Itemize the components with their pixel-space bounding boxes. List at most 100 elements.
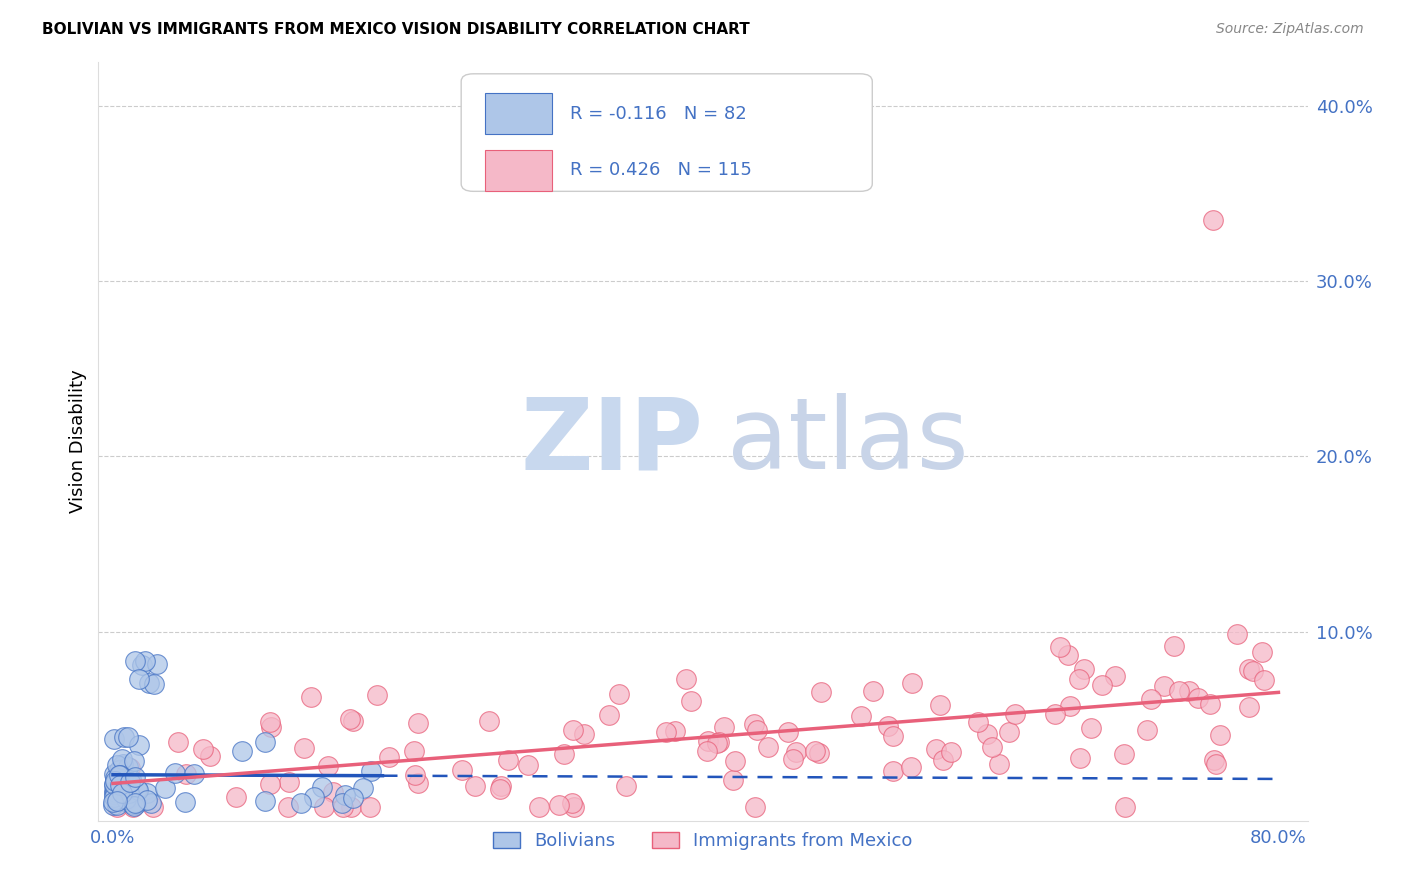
Point <box>1205 757 1227 772</box>
Point <box>564 799 586 814</box>
Point <box>406 776 429 790</box>
Point <box>292 741 315 756</box>
Point <box>804 744 827 758</box>
Point <box>299 690 322 705</box>
Point <box>987 756 1010 771</box>
Point <box>103 778 125 792</box>
Point <box>785 745 807 759</box>
Point <box>1069 750 1091 764</box>
Point <box>122 797 145 811</box>
Point <box>1178 683 1201 698</box>
Point <box>882 764 904 778</box>
Point <box>114 794 136 808</box>
Point <box>103 795 125 809</box>
Point <box>1069 673 1091 687</box>
Point <box>1059 698 1081 713</box>
Point <box>322 784 344 798</box>
Point <box>260 720 283 734</box>
Point <box>664 724 686 739</box>
Text: R = 0.426   N = 115: R = 0.426 N = 115 <box>569 161 752 179</box>
Point <box>107 767 129 781</box>
Point <box>103 787 125 801</box>
Point <box>377 750 399 764</box>
Point <box>561 723 583 737</box>
Point <box>547 797 569 812</box>
Point <box>706 736 728 750</box>
Point <box>127 783 149 797</box>
Point <box>174 767 197 781</box>
Point <box>128 738 150 752</box>
Point <box>173 795 195 809</box>
Point <box>108 778 131 792</box>
Point <box>900 759 922 773</box>
Point <box>1114 799 1136 814</box>
Point <box>333 788 356 802</box>
Point <box>572 727 595 741</box>
Point <box>124 796 146 810</box>
Point <box>253 794 276 808</box>
Point <box>742 717 765 731</box>
Point <box>120 775 142 789</box>
Point <box>450 763 472 777</box>
Point <box>120 774 142 789</box>
Point <box>360 764 382 779</box>
Point <box>1043 707 1066 722</box>
Point <box>231 744 253 758</box>
Point <box>112 730 135 744</box>
Point <box>404 767 426 781</box>
Point <box>696 744 718 758</box>
Point <box>103 790 125 805</box>
Point <box>105 776 128 790</box>
FancyBboxPatch shape <box>461 74 872 191</box>
Point <box>167 735 190 749</box>
Point <box>1056 648 1078 662</box>
Point <box>108 773 131 788</box>
Point <box>332 799 354 814</box>
Point <box>277 799 299 814</box>
Point <box>1253 673 1275 687</box>
Point <box>142 677 165 691</box>
Point <box>679 694 702 708</box>
Point <box>105 794 128 808</box>
Point <box>981 739 1004 754</box>
Point <box>352 781 374 796</box>
Bar <box>485 150 551 192</box>
Point <box>1208 728 1230 742</box>
Point <box>1112 747 1135 761</box>
Point <box>517 757 540 772</box>
Point <box>115 785 138 799</box>
Point <box>527 799 550 814</box>
Point <box>1136 723 1159 738</box>
Point <box>1237 699 1260 714</box>
Point <box>104 773 127 788</box>
Point <box>120 772 142 786</box>
Point <box>330 796 353 810</box>
Point <box>139 796 162 810</box>
Point <box>103 784 125 798</box>
Point <box>103 731 125 746</box>
Point <box>111 781 134 796</box>
Point <box>114 784 136 798</box>
Point <box>489 779 512 793</box>
Point <box>1199 698 1222 712</box>
Point <box>105 797 128 812</box>
Point <box>478 714 501 728</box>
Point <box>117 760 139 774</box>
Point <box>108 763 131 777</box>
Point <box>290 796 312 810</box>
Point <box>122 754 145 768</box>
Point <box>110 762 132 776</box>
Point <box>259 715 281 730</box>
Point <box>1251 644 1274 658</box>
Point <box>111 756 134 771</box>
Point <box>924 742 946 756</box>
Point <box>1202 753 1225 767</box>
Point <box>316 759 339 773</box>
Point <box>877 719 900 733</box>
Point <box>131 658 153 673</box>
Point <box>200 749 222 764</box>
Point <box>1187 691 1209 706</box>
Point <box>304 790 326 805</box>
Point <box>1202 213 1225 227</box>
Point <box>277 774 299 789</box>
